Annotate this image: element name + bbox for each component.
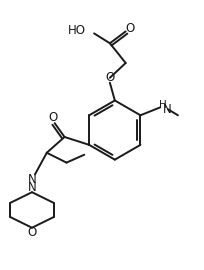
Text: O: O bbox=[105, 71, 114, 84]
Text: O: O bbox=[125, 22, 134, 35]
Text: O: O bbox=[27, 226, 37, 239]
Text: N: N bbox=[28, 173, 36, 186]
Text: N: N bbox=[28, 181, 36, 194]
Text: HO: HO bbox=[68, 24, 86, 37]
Text: N: N bbox=[163, 103, 171, 116]
Text: O: O bbox=[48, 111, 57, 124]
Text: H: H bbox=[159, 100, 167, 110]
